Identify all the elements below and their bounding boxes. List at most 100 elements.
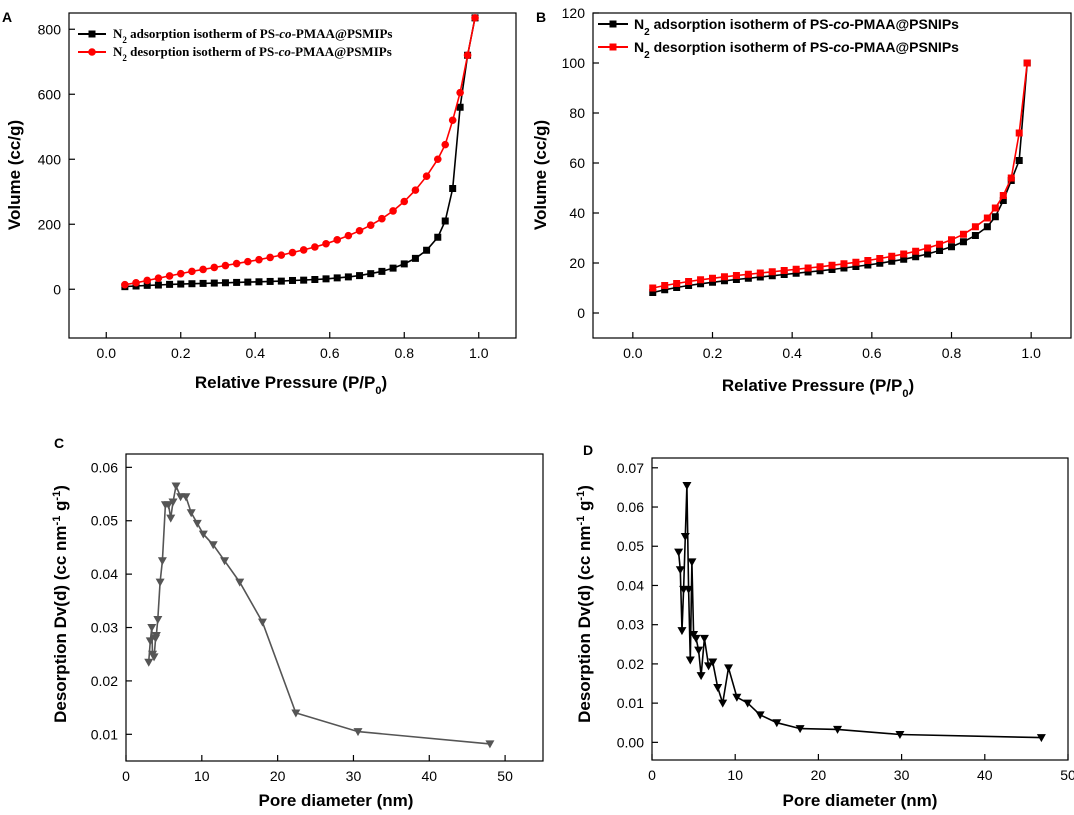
- panel-b-series-1-point: [697, 276, 705, 284]
- panel-b-series-1-point: [1023, 59, 1031, 67]
- panel-a-series-0-point: [210, 279, 218, 287]
- panel-a-xtick-label: 0.8: [395, 345, 415, 361]
- panel-b-series-0-point: [804, 268, 812, 276]
- panel-b-xlabel: Relative Pressure (P/P0): [722, 376, 914, 400]
- panel-a-series-0-point: [177, 280, 185, 288]
- panel-b-series-1-point: [912, 247, 920, 255]
- panel-b-series-1-point: [876, 255, 884, 262]
- panel-d-series-0-point: [724, 664, 734, 673]
- panel-c-series-0-point: [208, 541, 218, 550]
- panel-b-series-0-point: [828, 266, 836, 273]
- panel-b-series-1-point: [971, 223, 979, 231]
- panel-a-series-1-point: [366, 221, 375, 230]
- panel-c-series-0-point: [153, 616, 163, 625]
- panel-a-ytick-label: 400: [38, 151, 62, 167]
- legend-b-adsorption-marker: [609, 20, 617, 28]
- panel-d-series-0-point: [675, 566, 685, 575]
- panel-a-series-1-point: [448, 116, 457, 125]
- panel-a-series-0-point: [367, 270, 375, 278]
- panel-b-series-0-point: [876, 259, 884, 267]
- panel-a-series-0-point: [143, 281, 151, 289]
- panel-a-series-1-point: [344, 231, 353, 240]
- panel-c-xtick-label: 40: [421, 768, 437, 784]
- panel-b-series-1-point: [840, 260, 848, 268]
- panel-c-series-0-point: [168, 498, 178, 507]
- panel-d-ytick-label: 0.07: [617, 460, 644, 476]
- panel-d-series-0-point: [687, 558, 697, 567]
- panel-a-series-1-point: [143, 276, 152, 285]
- panel-b-series-0-point: [971, 232, 979, 239]
- panel-b-series-1-point: [768, 268, 776, 276]
- panel-d-series-0-point: [704, 662, 714, 671]
- panel-d-series-0-point: [713, 683, 723, 692]
- panel-b-series-1-point: [936, 240, 944, 248]
- panel-a-series-1-point: [333, 236, 342, 244]
- panel-c-series-0-point: [186, 509, 196, 518]
- panel-b-series-1-point: [709, 274, 716, 282]
- panel-d-series-0-point: [677, 627, 687, 636]
- panel-a-series-1-point: [221, 261, 230, 270]
- panel-c-series-0-point: [291, 709, 301, 718]
- panel-d-series-0-point: [1036, 734, 1046, 743]
- panel-b-series-1-point: [661, 282, 669, 289]
- panel-a-series-0-point: [199, 279, 207, 287]
- panel-a-xtick-label: 0.4: [246, 345, 266, 361]
- panel-d-frame: [651, 457, 1069, 761]
- panel-b-series-0-point: [948, 243, 955, 251]
- panel-b-series-0-point: [852, 263, 860, 270]
- legend-a-adsorption-label: N2 adsorption isotherm of PS-co-PMAA@PSM…: [113, 26, 392, 45]
- panel-b-series-1-point: [900, 250, 908, 258]
- panel-b-series-1-point: [792, 265, 800, 273]
- panel-c-series-0-point: [192, 519, 202, 528]
- panel-a-series-1-point: [411, 186, 420, 194]
- panel-d-series-0-point: [674, 548, 684, 557]
- panel-a-series-0-point: [255, 278, 263, 286]
- panel-b-series-1-point: [864, 257, 872, 264]
- panel-a-xtick-label: 0.6: [320, 345, 340, 361]
- panel-b-series-0-point: [673, 284, 681, 291]
- panel-a-label: A: [2, 9, 12, 25]
- panel-c-series-0-point: [157, 557, 167, 566]
- panel-d-series-0-point: [895, 731, 905, 740]
- panel-b-series-0-point: [744, 274, 752, 282]
- panel-d-series-0-point: [795, 725, 805, 734]
- panel-b-series-0-point: [697, 280, 705, 288]
- panel-d-ytick-label: 0.06: [617, 499, 644, 515]
- panel-a-series-0-point: [154, 281, 162, 289]
- panel-b-series-0-point: [780, 271, 788, 278]
- panel-b: B 0.0 0.2 0.4 0.6 0.8 1.0 0 20 40 60 80 100 120 N2 a…: [531, 5, 1072, 400]
- panel-a-series-1-point: [188, 267, 196, 276]
- panel-c-series-0-point: [171, 482, 181, 491]
- panel-b-series-0-point: [816, 267, 824, 275]
- panel-a-ytick-label: 0: [53, 281, 61, 297]
- panel-c-series-0-point: [235, 578, 245, 587]
- panel-a-ytick-label: 800: [38, 21, 62, 37]
- panel-a-series-1-point: [355, 226, 364, 235]
- panel-a-series-0-point: [456, 103, 464, 111]
- panel-c-ytick-label: 0.04: [91, 566, 118, 582]
- panel-a-series-0-point: [449, 185, 457, 192]
- panel-d-ytick-label: 0.01: [617, 695, 644, 711]
- panel-b-series-0-point: [999, 197, 1007, 204]
- panel-b-series-0-point: [661, 286, 669, 294]
- panel-b-series-0-point: [840, 264, 848, 272]
- panel-b-series-1-point: [959, 230, 967, 238]
- panel-c-frame: [125, 453, 544, 762]
- panel-c-series-0-point: [144, 658, 154, 667]
- panel-d-ytick-label: 0.02: [617, 656, 644, 672]
- panel-b-xtick-label: 0.6: [862, 345, 882, 361]
- panel-a-series-1-point: [277, 251, 286, 259]
- panel-b-xtick-label: 0.4: [782, 345, 802, 361]
- panel-b-series-1-point: [780, 267, 788, 274]
- panel-c-ytick-label: 0.05: [91, 513, 118, 529]
- panel-a-xtick-label: 0.2: [171, 345, 191, 361]
- legend-a-adsorption-marker: [88, 30, 96, 38]
- panel-d-series-0-point: [708, 658, 718, 667]
- panel-a-frame: [68, 12, 517, 339]
- panel-a-series-0-point: [266, 277, 274, 285]
- panel-d: D 0 10 20 30 40 50 0.00 0.01 0.02 0.03 0.04 0.05 0.0…: [575, 442, 1074, 810]
- panel-b-series-1-point: [948, 236, 955, 244]
- panel-b-series-0-point: [792, 269, 800, 277]
- panel-a-series-1-point: [441, 140, 450, 149]
- panel-b-series-0-point: [768, 272, 776, 280]
